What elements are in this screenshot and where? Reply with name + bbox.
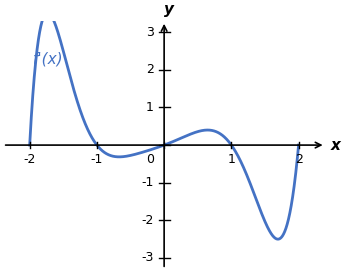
Text: 1: 1 — [227, 153, 235, 166]
Text: -1: -1 — [142, 176, 154, 189]
Text: f'(x): f'(x) — [33, 51, 64, 66]
Text: 1: 1 — [146, 101, 154, 114]
Text: 0: 0 — [146, 153, 154, 166]
Text: 2: 2 — [295, 153, 303, 166]
Text: -2: -2 — [142, 214, 154, 227]
Text: -2: -2 — [24, 153, 36, 166]
Text: y: y — [164, 2, 174, 17]
Text: -1: -1 — [91, 153, 103, 166]
Text: x: x — [330, 138, 340, 153]
Text: 3: 3 — [146, 26, 154, 39]
Text: 2: 2 — [146, 63, 154, 76]
Text: -3: -3 — [142, 251, 154, 264]
